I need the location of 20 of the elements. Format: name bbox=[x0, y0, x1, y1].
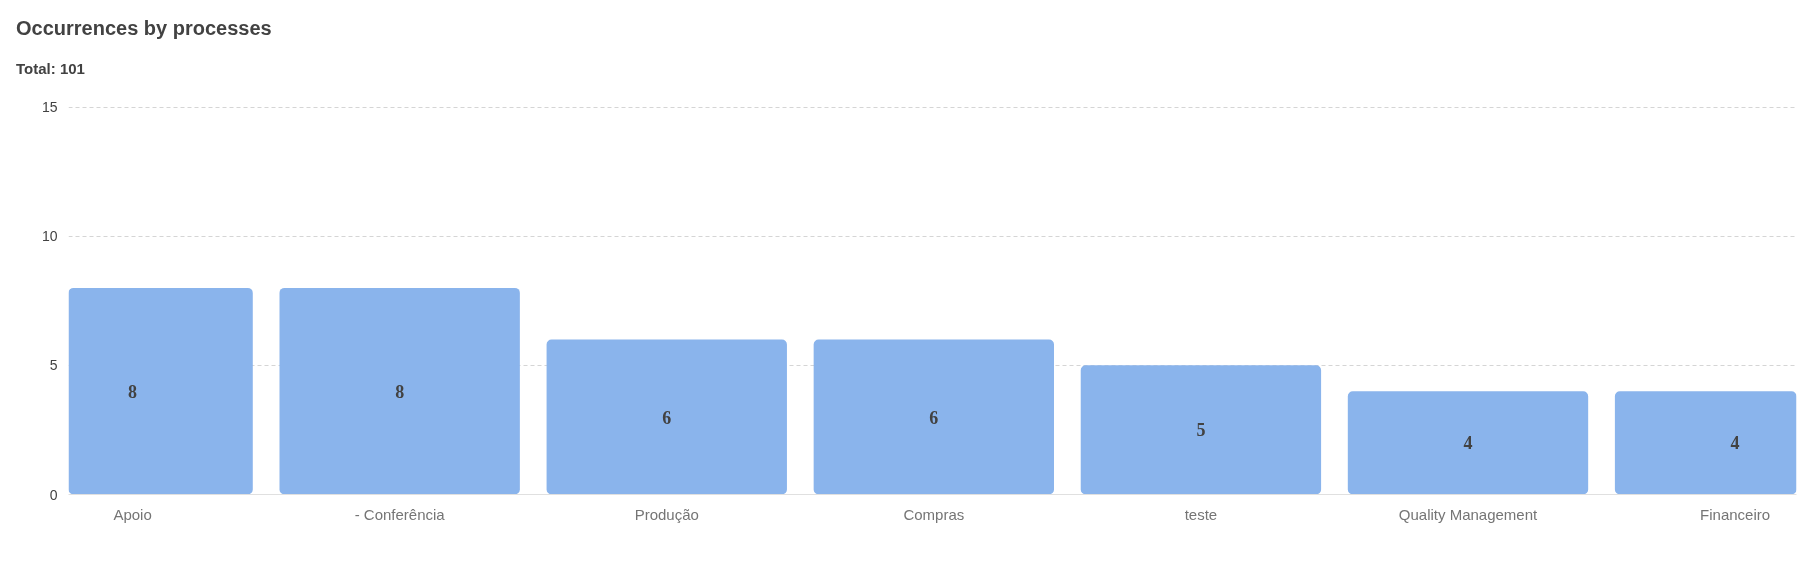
chart-subtitle: Total: 101 bbox=[16, 59, 85, 79]
data-label: 6 bbox=[929, 407, 939, 428]
data-label: 5 bbox=[1196, 420, 1206, 441]
x-tick-label: Quality Management bbox=[1398, 505, 1539, 523]
data-label: 8 bbox=[128, 381, 138, 402]
x-tick-label: teste bbox=[1184, 505, 1218, 523]
x-tick-label: Produção bbox=[634, 505, 699, 523]
x-tick-label: Compras bbox=[903, 505, 965, 523]
y-tick-label: 10 bbox=[41, 228, 58, 245]
data-label: 8 bbox=[395, 381, 405, 402]
y-tick-label: 15 bbox=[41, 99, 58, 116]
data-label: 4 bbox=[1730, 433, 1740, 454]
chart-title: Occurrences by processes bbox=[16, 16, 272, 41]
y-tick-label: 5 bbox=[49, 357, 58, 374]
data-label: 6 bbox=[662, 407, 672, 428]
x-tick-label: Apoio bbox=[113, 505, 152, 523]
x-tick-label: Financeiro bbox=[1700, 505, 1771, 523]
x-tick-label: - Conferência bbox=[354, 505, 446, 523]
data-label: 4 bbox=[1463, 433, 1473, 454]
y-tick-label: 0 bbox=[49, 486, 58, 503]
